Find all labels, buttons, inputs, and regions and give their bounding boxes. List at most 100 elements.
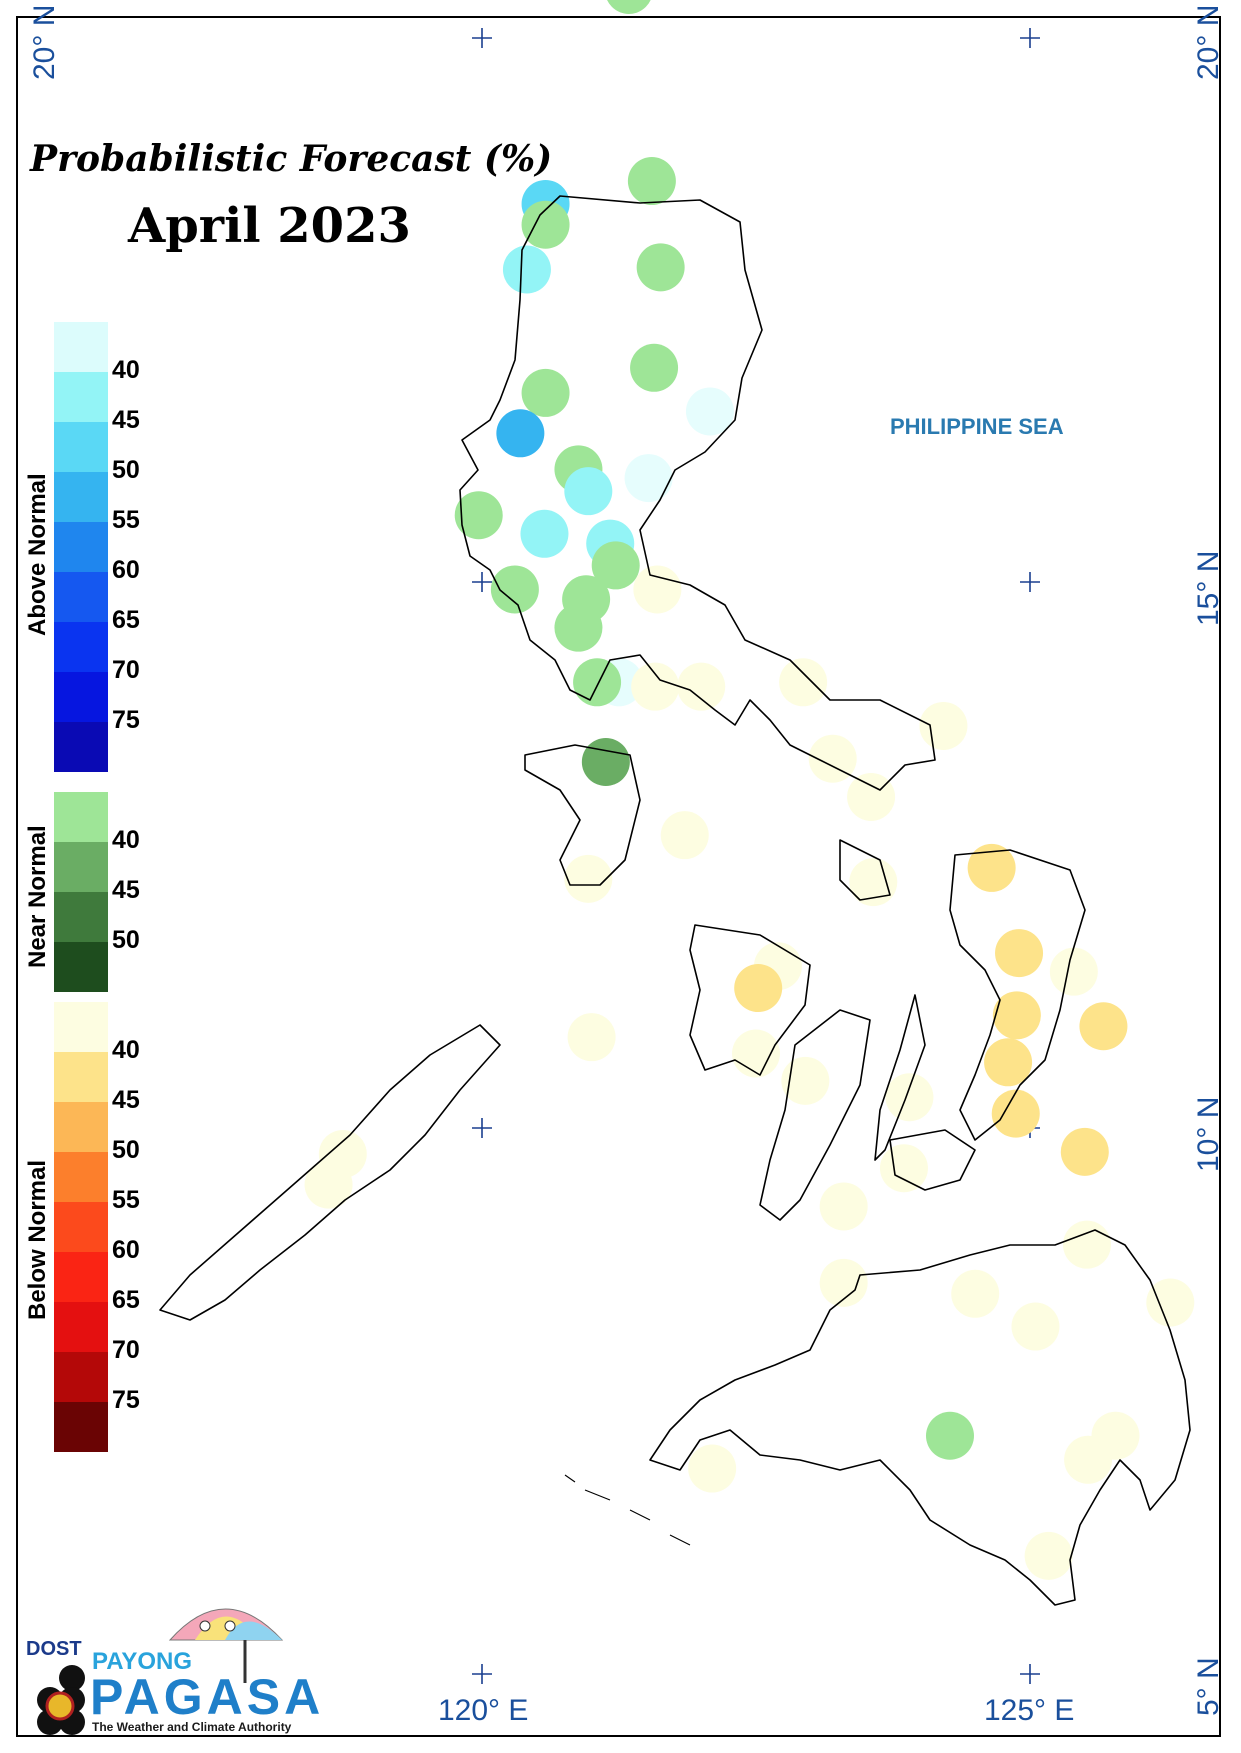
logo-dost-text: DOST — [26, 1638, 82, 1660]
station-marker-below-40 — [567, 1013, 616, 1062]
station-marker-below-51 — [1062, 1220, 1111, 1269]
legend-swatch-above-normal-1 — [54, 372, 108, 422]
grid-cross-120e-10n — [472, 1118, 492, 1138]
station-marker-below-59 — [688, 1444, 737, 1493]
station-marker-below-38 — [992, 991, 1041, 1040]
grid-cross-120e-20n — [472, 28, 492, 48]
legend-tick-above-normal-65: 65 — [112, 606, 140, 634]
legend-tick-above-normal-50: 50 — [112, 456, 140, 484]
legend-swatch-above-normal-3 — [54, 472, 108, 522]
station-marker-below-60 — [1024, 1531, 1073, 1580]
lat-label-5n-right: 5° N — [1192, 1657, 1225, 1716]
legend-swatch-above-normal-5 — [54, 572, 108, 622]
logo-pagasa-text: PAGASA — [90, 1669, 325, 1725]
lon-label-125e: 125° E — [984, 1694, 1075, 1727]
legend-tick-below-normal-75: 75 — [112, 1386, 140, 1414]
legend-below-normal-label: Below Normal — [24, 1159, 51, 1320]
station-marker-below-29 — [847, 772, 896, 821]
legend-tick-above-normal-60: 60 — [112, 556, 140, 584]
station-marker-below-43 — [781, 1056, 830, 1105]
masbate-coast — [839, 839, 891, 901]
station-marker-below-52 — [819, 1258, 868, 1307]
station-marker-near-6 — [630, 343, 679, 392]
legend-swatch-above-normal-2 — [54, 422, 108, 472]
station-marker-near-22 — [573, 658, 622, 707]
legend-swatch-near-normal-1 — [54, 842, 108, 892]
station-marker-above-14 — [520, 509, 569, 558]
station-marker-above-12 — [564, 467, 613, 516]
lat-label-15n-right: 15° N — [1192, 550, 1225, 626]
legend-below-normal-bar — [54, 1002, 108, 1452]
station-marker-below-58 — [1064, 1435, 1113, 1484]
sulu-islands — [564, 1474, 691, 1546]
station-marker-near-5 — [636, 243, 685, 292]
logo-payong-text: PAYONG — [92, 1648, 193, 1675]
station-marker-below-32 — [849, 858, 898, 907]
station-marker-near-1 — [627, 157, 676, 206]
mindanao-coast — [649, 1229, 1191, 1606]
grid-cross-120e-5n — [472, 1664, 492, 1684]
station-marker-below-44 — [885, 1073, 934, 1122]
legend-swatch-below-normal-0 — [54, 1002, 108, 1052]
station-marker-below-42 — [984, 1038, 1033, 1087]
legend-swatch-below-normal-7 — [54, 1352, 108, 1402]
station-marker-below-33 — [564, 854, 613, 903]
pagasa-logo: DOST PAYONG PAGASA The Weather and Clima… — [20, 1588, 320, 1738]
station-marker-below-53 — [951, 1269, 1000, 1318]
station-marker-above-8 — [685, 387, 734, 436]
station-marker-below-27 — [808, 734, 857, 783]
legend-tick-below-normal-60: 60 — [112, 1236, 140, 1264]
legend-tick-above-normal-75: 75 — [112, 706, 140, 734]
cebu-coast — [874, 994, 926, 1161]
forecast-stations — [304, 0, 1195, 1580]
legend-swatch-above-normal-8 — [54, 722, 108, 772]
station-marker-below-24 — [677, 662, 726, 711]
legend-tick-below-normal-45: 45 — [112, 1086, 140, 1114]
station-marker-above-4 — [502, 245, 551, 294]
station-marker-below-55 — [1011, 1302, 1060, 1351]
legend-tick-below-normal-40: 40 — [112, 1036, 140, 1064]
bohol-coast — [889, 1129, 976, 1191]
station-marker-below-50 — [819, 1182, 868, 1231]
legend-swatch-above-normal-0 — [54, 322, 108, 372]
panay-coast — [689, 924, 811, 1076]
map-title: Probabilistic Forecast (%) — [30, 138, 553, 180]
grid-cross-125e-15n — [1020, 572, 1040, 592]
grid-cross-120e-15n — [472, 572, 492, 592]
legend-tick-below-normal-70: 70 — [112, 1336, 140, 1364]
station-marker-near-7 — [521, 368, 570, 417]
palawan-coast — [159, 1024, 501, 1321]
station-marker-above-11 — [624, 454, 673, 503]
map-frame — [16, 16, 1221, 1737]
station-marker-below-18 — [633, 565, 682, 614]
legend-swatch-near-normal-0 — [54, 792, 108, 842]
lat-label-10n-right: 10° N — [1192, 1096, 1225, 1172]
station-marker-below-26 — [919, 701, 968, 750]
umbrella-logo-icon — [37, 1608, 284, 1735]
station-marker-near-20 — [554, 603, 603, 652]
grid-cross-125e-5n — [1020, 1664, 1040, 1684]
legend-tick-below-normal-55: 55 — [112, 1186, 140, 1214]
legend-above-normal-label: Above Normal — [24, 473, 51, 636]
legend-tick-above-normal-70: 70 — [112, 656, 140, 684]
coastlines — [159, 195, 1191, 1606]
legend-tick-near-normal-40: 40 — [112, 826, 140, 854]
samar-leyte-coast — [949, 849, 1086, 1141]
legend-swatch-above-normal-4 — [54, 522, 108, 572]
legend-swatch-below-normal-1 — [54, 1052, 108, 1102]
station-marker-near-28 — [581, 737, 630, 786]
lon-label-120e: 120° E — [438, 1694, 529, 1727]
legend-tick-near-normal-45: 45 — [112, 876, 140, 904]
lat-label-20n-right: 20° N — [1192, 4, 1225, 80]
station-marker-below-34 — [995, 929, 1044, 978]
station-marker-near-13 — [454, 491, 503, 540]
station-marker-near-17 — [490, 565, 539, 614]
station-marker-below-54 — [1146, 1278, 1195, 1327]
station-marker-below-37 — [734, 964, 783, 1013]
legend-above-normal-bar — [54, 322, 108, 772]
legend-swatch-below-normal-3 — [54, 1152, 108, 1202]
lat-label-20n-left: 20° N — [28, 4, 61, 80]
logo-tagline: The Weather and Climate Authority — [92, 1720, 292, 1734]
station-marker-below-31 — [967, 843, 1016, 892]
